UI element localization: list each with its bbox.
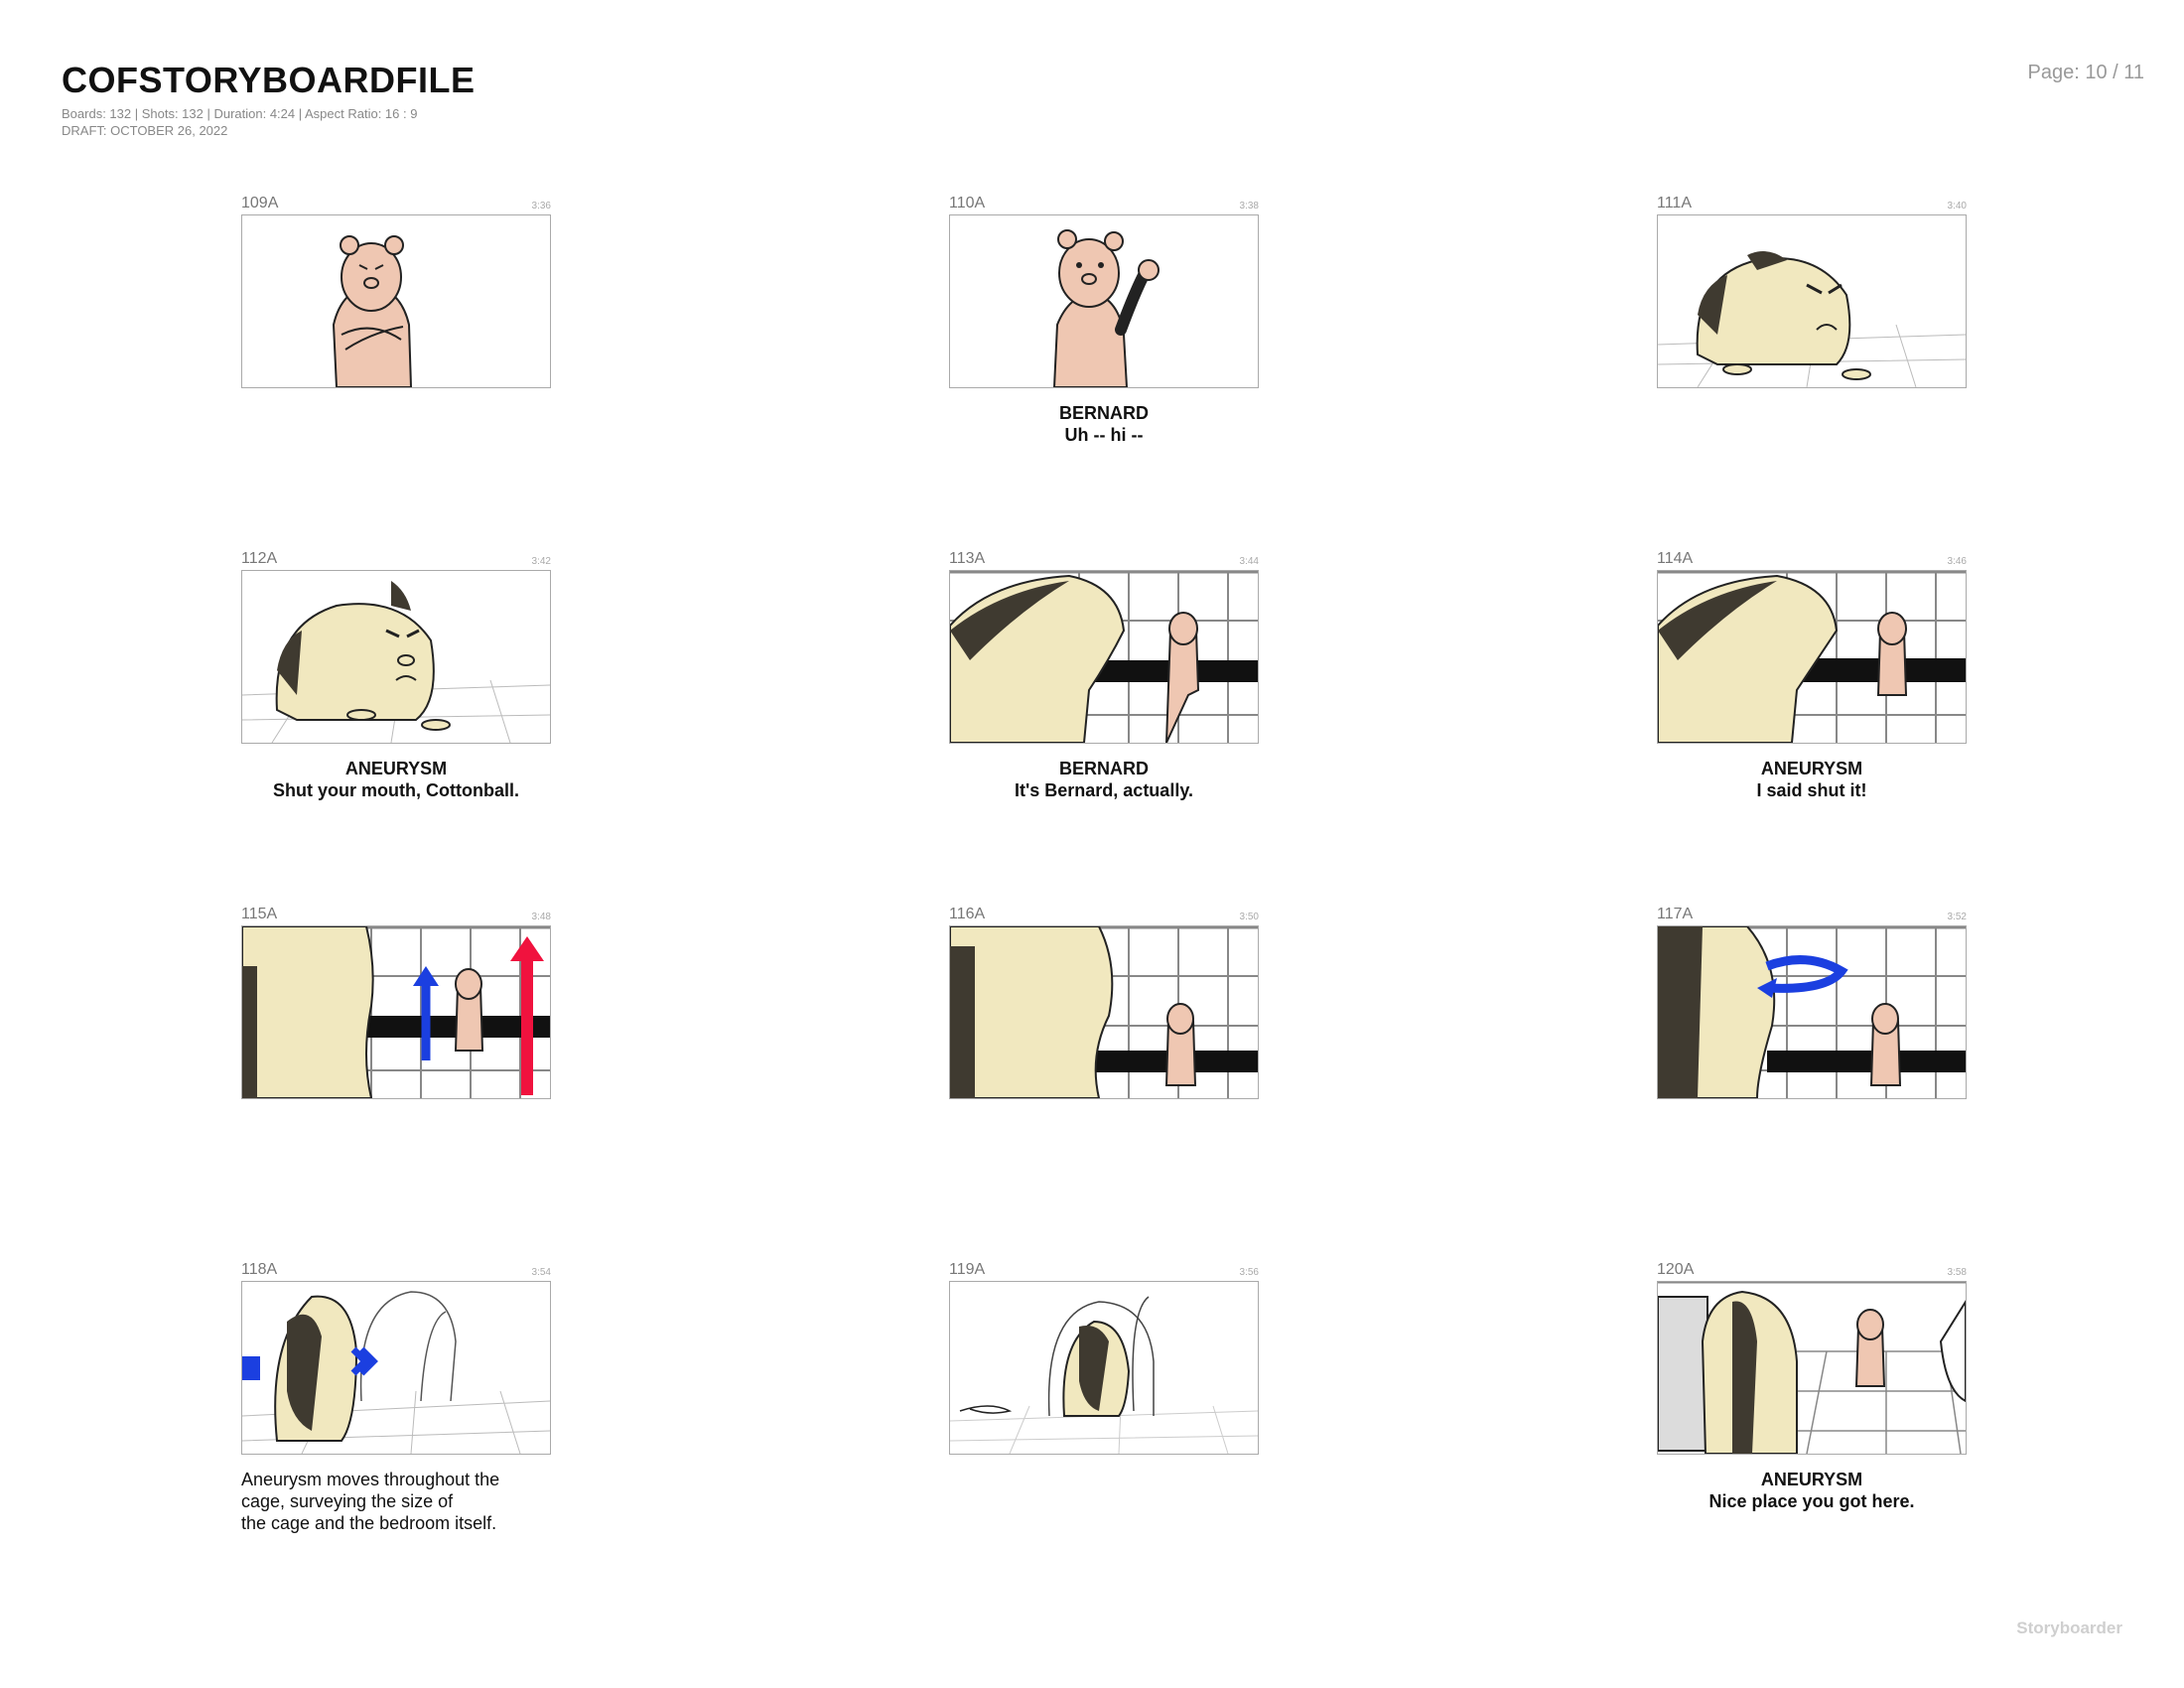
board-timecode: 3:44 xyxy=(1239,556,1259,567)
storyboard-panel: 119A 3:56 xyxy=(949,1261,1259,1455)
board-image xyxy=(949,925,1259,1099)
board-timecode: 3:36 xyxy=(531,201,551,211)
board-number: 119A xyxy=(949,1261,986,1278)
document-title: COFSTORYBOARDFILE xyxy=(62,60,476,100)
dialogue-line: It's Bernard, actually. xyxy=(1014,780,1193,800)
board-number: 113A xyxy=(949,550,986,567)
board-image xyxy=(949,570,1259,744)
board-timecode: 3:42 xyxy=(531,556,551,567)
board-timecode: 3:56 xyxy=(1239,1267,1259,1278)
dialogue-line: Nice place you got here. xyxy=(1708,1491,1915,1511)
dialogue-block: ANEURYSM Nice place you got here. xyxy=(1657,1469,1967,1512)
board-timecode: 3:46 xyxy=(1947,556,1967,567)
board-image xyxy=(241,214,551,388)
board-image xyxy=(1657,925,1967,1099)
storyboard-panel: 120A 3:58 ANEURYSM Nice place you got he… xyxy=(1657,1261,1967,1512)
board-image xyxy=(1657,1281,1967,1455)
board-image xyxy=(949,1281,1259,1455)
character-name: ANEURYSM xyxy=(1760,759,1863,778)
storyboard-panel: 112A 3:42 ANEURYSM Shut your mouth, Cott… xyxy=(241,550,551,801)
character-name: ANEURYSM xyxy=(344,759,448,778)
board-number: 116A xyxy=(949,906,986,922)
board-image xyxy=(241,570,551,744)
character-name: BERNARD xyxy=(1059,403,1149,423)
page-number: Page: 10 / 11 xyxy=(2027,62,2145,83)
storyboard-panel: 118A 3:54 Aneurysm moves throughout the … xyxy=(241,1261,551,1534)
board-number: 118A xyxy=(241,1261,278,1278)
character-name: BERNARD xyxy=(1059,759,1149,778)
draft-date: DRAFT: OCTOBER 26, 2022 xyxy=(62,123,228,138)
dialogue-block: BERNARD It's Bernard, actually. xyxy=(949,758,1259,801)
storyboard-panel: 117A 3:52 xyxy=(1657,906,1967,1099)
dialogue-line: I said shut it! xyxy=(1756,780,1867,800)
document-meta: Boards: 132 | Shots: 132 | Duration: 4:2… xyxy=(62,105,417,139)
board-timecode: 3:58 xyxy=(1947,1267,1967,1278)
storyboarder-logo: Storyboarder xyxy=(2016,1618,2122,1637)
storyboard-panel: 114A 3:46 ANEURYSM I said shut it! xyxy=(1657,550,1967,801)
storyboard-panel: 116A 3:50 xyxy=(949,906,1259,1099)
dialogue-line: Uh -- hi -- xyxy=(1064,425,1144,445)
board-timecode: 3:38 xyxy=(1239,201,1259,211)
board-number: 115A xyxy=(241,906,278,922)
board-timecode: 3:40 xyxy=(1947,201,1967,211)
board-number: 109A xyxy=(241,195,279,211)
board-number: 111A xyxy=(1657,195,1692,211)
dialogue-block: BERNARD Uh -- hi -- xyxy=(949,402,1259,446)
dialogue-block: ANEURYSM I said shut it! xyxy=(1657,758,1967,801)
board-number: 112A xyxy=(241,550,278,567)
board-image xyxy=(1657,214,1967,388)
board-timecode: 3:54 xyxy=(531,1267,551,1278)
storyboard-panel: 109A 3:36 xyxy=(241,195,551,388)
board-image xyxy=(241,1281,551,1455)
dialogue-line: Shut your mouth, Cottonball. xyxy=(273,780,519,800)
dialogue-block: ANEURYSM Shut your mouth, Cottonball. xyxy=(241,758,551,801)
board-timecode: 3:48 xyxy=(531,912,551,922)
board-image xyxy=(1657,570,1967,744)
board-timecode: 3:50 xyxy=(1239,912,1259,922)
character-name: ANEURYSM xyxy=(1760,1470,1863,1489)
board-image xyxy=(241,925,551,1099)
board-number: 114A xyxy=(1657,550,1694,567)
board-number: 120A xyxy=(1657,1261,1695,1278)
board-number: 110A xyxy=(949,195,986,211)
board-timecode: 3:52 xyxy=(1947,912,1967,922)
storyboard-panel: 111A 3:40 xyxy=(1657,195,1967,388)
meta-line: Boards: 132 | Shots: 132 | Duration: 4:2… xyxy=(62,106,418,121)
storyboard-panel: 113A 3:44 BERNARD It's Bernard, actually… xyxy=(949,550,1259,801)
storyboard-panel: 110A 3:38 BERNARD Uh -- hi -- xyxy=(949,195,1259,446)
storyboard-panel: 115A 3:48 xyxy=(241,906,551,1099)
board-number: 117A xyxy=(1657,906,1694,922)
action-note: Aneurysm moves throughout the cage, surv… xyxy=(241,1470,500,1533)
board-image xyxy=(949,214,1259,388)
